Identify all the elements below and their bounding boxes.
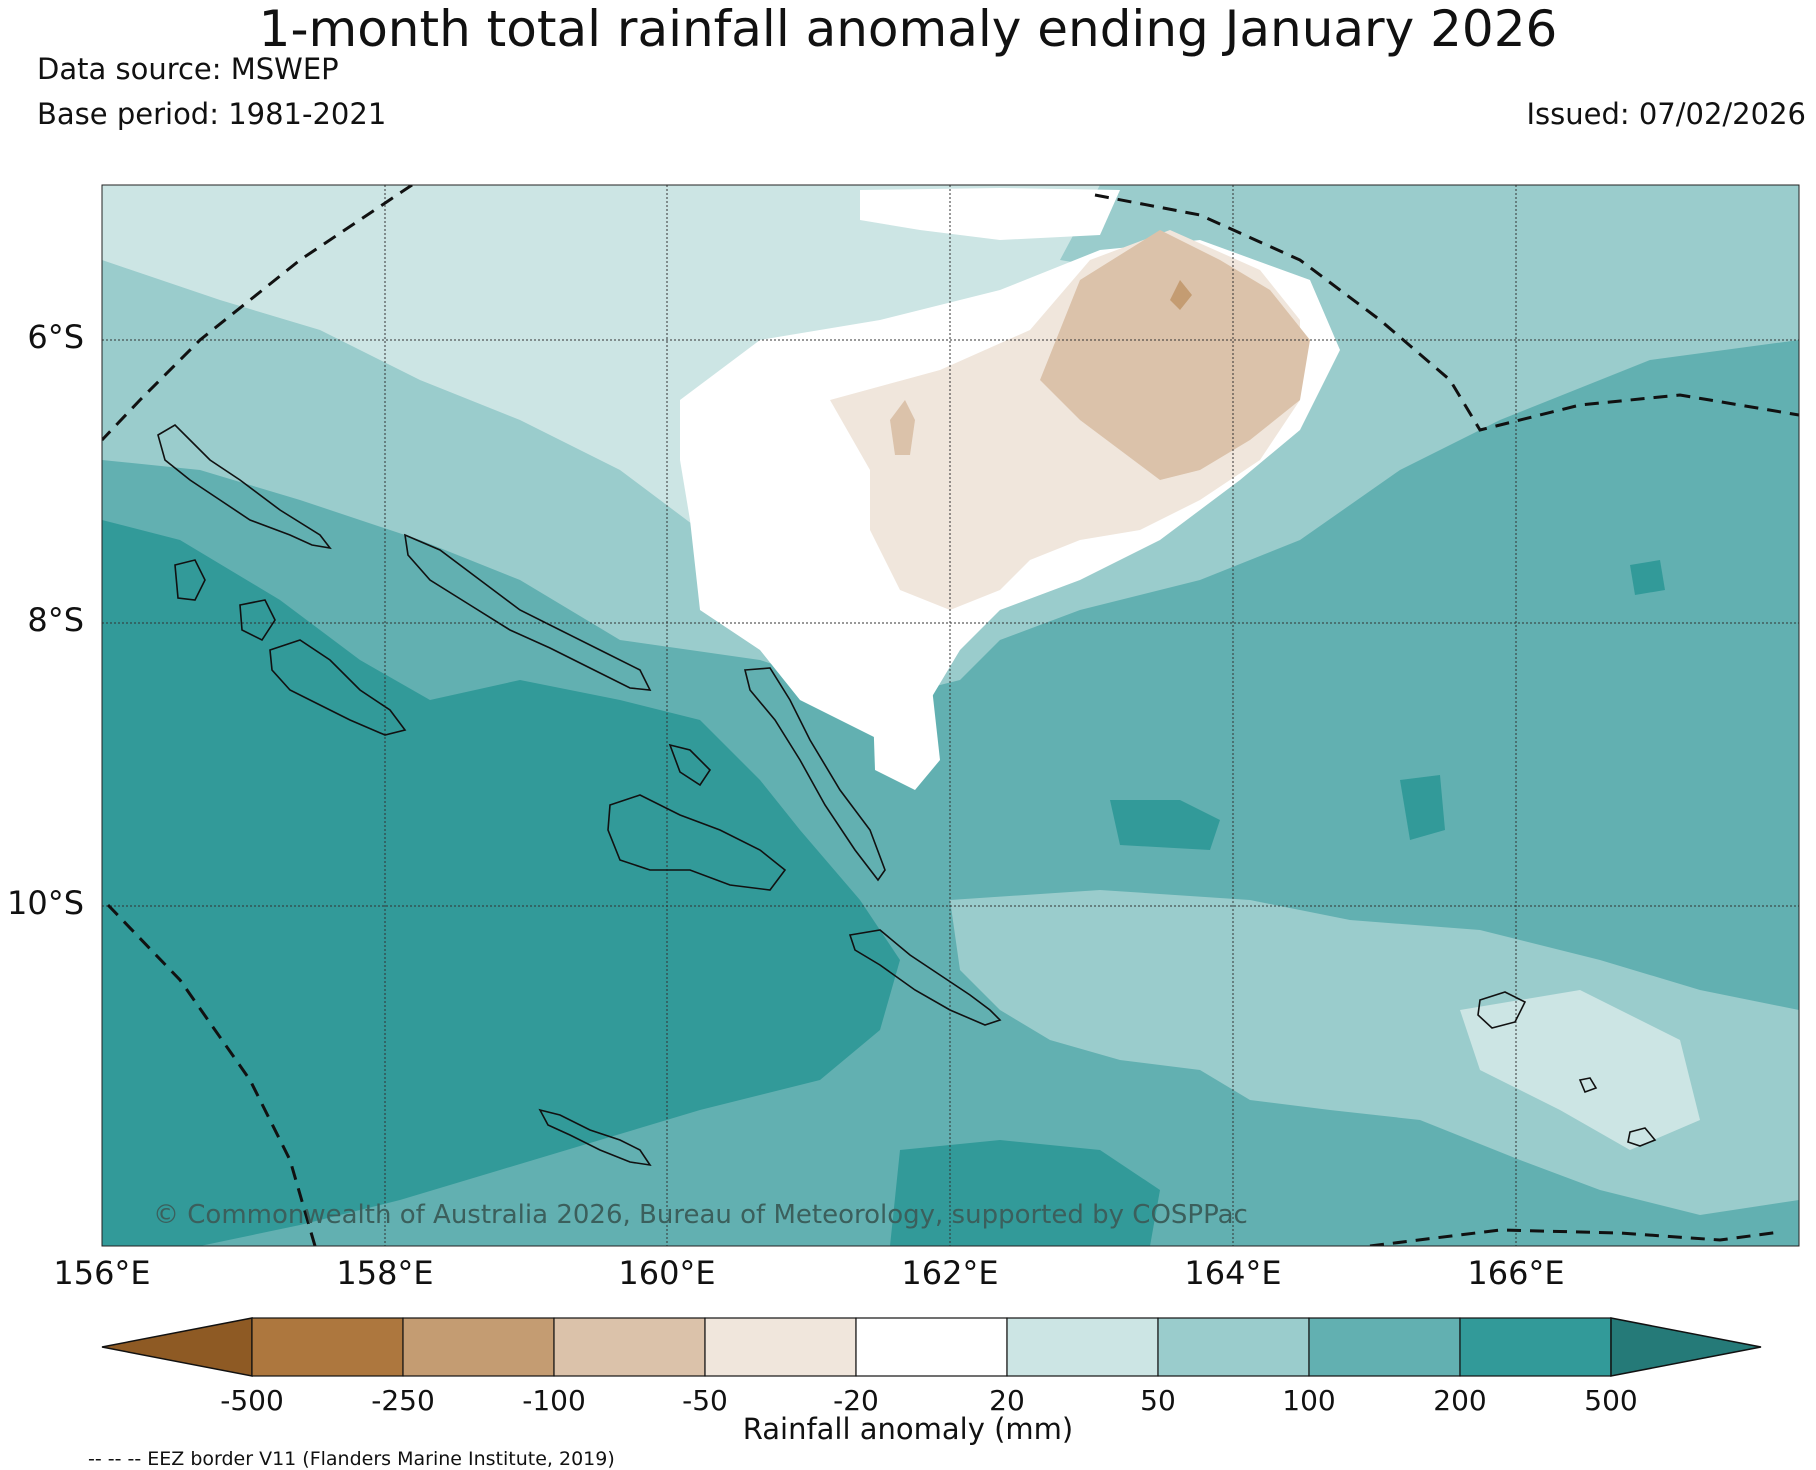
anomaly-band-200-500-patch-east xyxy=(1400,775,1445,840)
anomaly-band-minus250-minus100 xyxy=(1170,280,1192,310)
colorbar-tick: -50 xyxy=(682,1384,728,1417)
copyright-notice: © Commonwealth of Australia 2026, Bureau… xyxy=(153,1200,1248,1230)
island-choiseul xyxy=(157,423,332,550)
colorbar-swatch xyxy=(1308,1317,1461,1377)
coastlines xyxy=(157,423,1657,1167)
anomaly-band-200-500-patch-northeast xyxy=(1630,560,1665,595)
colorbar-tick: -500 xyxy=(220,1384,284,1417)
eez-border-south xyxy=(1369,1228,1781,1246)
colorbar-swatch xyxy=(1157,1317,1310,1377)
colorbar-tick: 50 xyxy=(1140,1384,1176,1417)
anomaly-band-minus100-minus50 xyxy=(1040,230,1310,480)
lon-label-160e: 160°E xyxy=(618,1254,716,1292)
colorbar-tick: 200 xyxy=(1433,1384,1487,1417)
island-new-georgia xyxy=(269,639,407,736)
island-makira xyxy=(848,929,1002,1026)
eez-border-southwest xyxy=(106,903,317,1246)
island-guadalcanal xyxy=(607,794,787,891)
island-nggela xyxy=(668,743,712,787)
colorbar-extend-low xyxy=(101,1317,253,1377)
eez-border-northeast xyxy=(1094,193,1799,432)
lat-label-8s: 8°S xyxy=(27,601,84,639)
issued-date-label: Issued: 07/02/2026 xyxy=(1526,97,1806,131)
colorbar-swatch xyxy=(1006,1317,1159,1377)
colorbar-swatch xyxy=(704,1317,857,1377)
anomaly-band-200-500-southwest xyxy=(102,520,900,1246)
anomaly-band-minus100-minus50-patch xyxy=(890,400,915,455)
colorbar-tick: 100 xyxy=(1282,1384,1336,1417)
graticule xyxy=(102,185,1799,1246)
anomaly-band-neutral-north xyxy=(860,188,1120,240)
colorbar-swatch xyxy=(251,1317,404,1377)
lat-label-10s: 10°S xyxy=(6,884,84,922)
colorbar-tick: -20 xyxy=(833,1384,879,1417)
lon-label-158e: 158°E xyxy=(336,1254,434,1292)
island-vanikoro xyxy=(1627,1127,1657,1147)
colorbar-label: Rainfall anomaly (mm) xyxy=(742,1412,1074,1446)
anomaly-band-20-50-southeast xyxy=(1460,990,1700,1150)
colorbar-tick: -100 xyxy=(522,1384,586,1417)
colorbar-swatch xyxy=(553,1317,706,1377)
island-kolombangara xyxy=(239,599,276,642)
lon-label-156e: 156°E xyxy=(53,1254,151,1292)
lon-label-166e: 166°E xyxy=(1467,1254,1565,1292)
anomaly-band-50-100-southeast xyxy=(950,890,1799,1215)
colorbar-extend-high xyxy=(1610,1317,1762,1377)
anomaly-band-neutral-patch xyxy=(872,670,940,790)
island-malaita xyxy=(743,667,886,882)
data-source-label: Data source: MSWEP xyxy=(37,52,339,86)
anomaly-band-200-500-south xyxy=(890,1140,1160,1246)
anomaly-band-200-500-patch-central xyxy=(1110,800,1220,850)
lon-label-164e: 164°E xyxy=(1184,1254,1282,1292)
island-rennell xyxy=(538,1108,652,1167)
colorbar-tick: 500 xyxy=(1584,1384,1638,1417)
island-vella-lavella xyxy=(174,559,206,601)
colorbar-swatch xyxy=(1459,1317,1612,1377)
island-santa-isabel xyxy=(403,533,652,691)
colorbar-tick: 20 xyxy=(989,1384,1025,1417)
island-utupua xyxy=(1578,1077,1598,1094)
eez-borders xyxy=(102,185,1799,1246)
eez-border-northwest xyxy=(102,185,413,442)
lon-label-162e: 162°E xyxy=(901,1254,999,1292)
colorbar-tick: -250 xyxy=(371,1384,435,1417)
island-ndende xyxy=(1477,991,1527,1029)
chart-title: 1-month total rainfall anomaly ending Ja… xyxy=(258,0,1558,58)
map-frame xyxy=(101,184,1800,1247)
base-period-label: Base period: 1981-2021 xyxy=(37,97,387,131)
lat-label-6s: 6°S xyxy=(27,318,84,356)
colorbar-swatch xyxy=(855,1317,1008,1377)
colorbar xyxy=(101,1317,1762,1377)
colorbar-swatch xyxy=(402,1317,555,1377)
